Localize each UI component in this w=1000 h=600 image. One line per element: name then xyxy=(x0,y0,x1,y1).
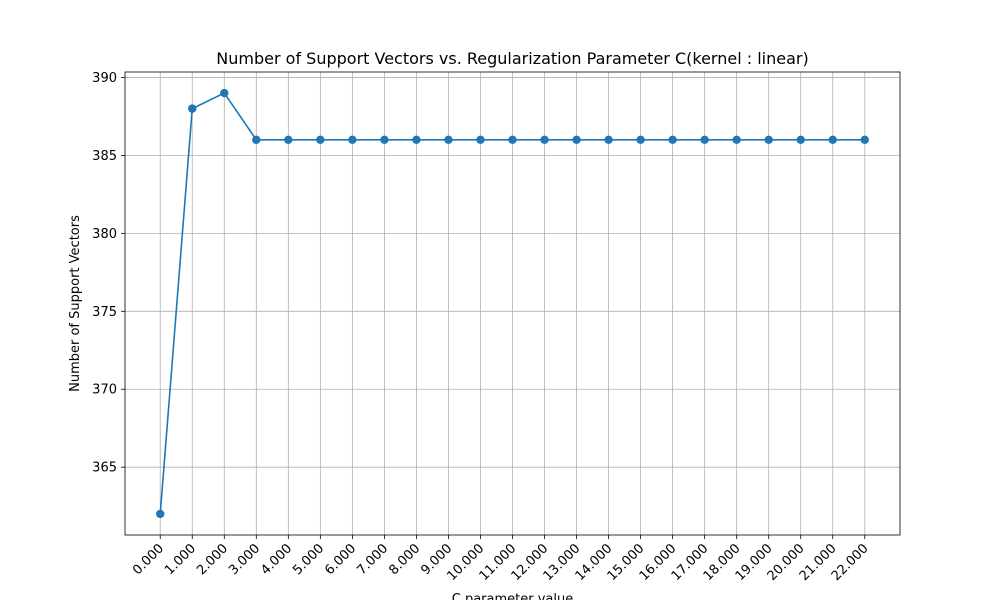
data-point xyxy=(316,135,325,145)
y-axis-ticks: 365 370 375 380 385 390 xyxy=(92,71,125,476)
y-tick-label: 375 xyxy=(92,305,117,320)
data-point xyxy=(604,135,613,145)
data-point xyxy=(220,88,229,98)
data-point xyxy=(636,135,645,145)
data-point xyxy=(348,135,357,145)
y-tick-label: 385 xyxy=(92,149,117,164)
data-point xyxy=(764,135,773,145)
data-point xyxy=(700,135,709,145)
y-tick-label: 390 xyxy=(92,71,117,86)
x-tick-label: 7.000 xyxy=(354,541,391,578)
data-point xyxy=(476,135,485,145)
data-point xyxy=(508,135,517,145)
data-series xyxy=(156,88,869,519)
y-tick-label: 365 xyxy=(92,461,117,476)
x-tick-label: 5.000 xyxy=(290,541,327,578)
data-point xyxy=(668,135,677,145)
data-point xyxy=(796,135,805,145)
x-tick-label: 8.000 xyxy=(386,541,423,578)
x-axis-ticks: 0.0001.0002.0003.0004.0005.0006.0007.000… xyxy=(130,535,872,584)
x-tick-label: 2.000 xyxy=(194,541,231,578)
y-axis-label: Number of Support Vectors xyxy=(68,215,83,392)
data-point xyxy=(412,135,421,145)
data-point xyxy=(284,135,293,145)
chart-title: Number of Support Vectors vs. Regulariza… xyxy=(216,49,808,68)
data-point xyxy=(156,509,165,519)
data-point xyxy=(444,135,453,145)
grid xyxy=(125,72,900,535)
x-tick-label: 0.000 xyxy=(130,541,167,578)
data-point xyxy=(828,135,837,145)
data-point xyxy=(380,135,389,145)
x-tick-label: 6.000 xyxy=(322,541,359,578)
data-point xyxy=(188,104,197,113)
x-axis-label: C parameter value xyxy=(452,592,573,600)
data-point xyxy=(572,135,581,145)
y-tick-label: 370 xyxy=(92,383,117,398)
data-point xyxy=(860,135,869,145)
x-tick-label: 3.000 xyxy=(226,541,263,578)
data-point xyxy=(540,135,549,145)
data-point xyxy=(732,135,741,145)
x-tick-label: 4.000 xyxy=(258,541,295,578)
data-point xyxy=(252,135,261,145)
x-tick-label: 1.000 xyxy=(162,541,199,578)
y-tick-label: 380 xyxy=(92,227,117,242)
